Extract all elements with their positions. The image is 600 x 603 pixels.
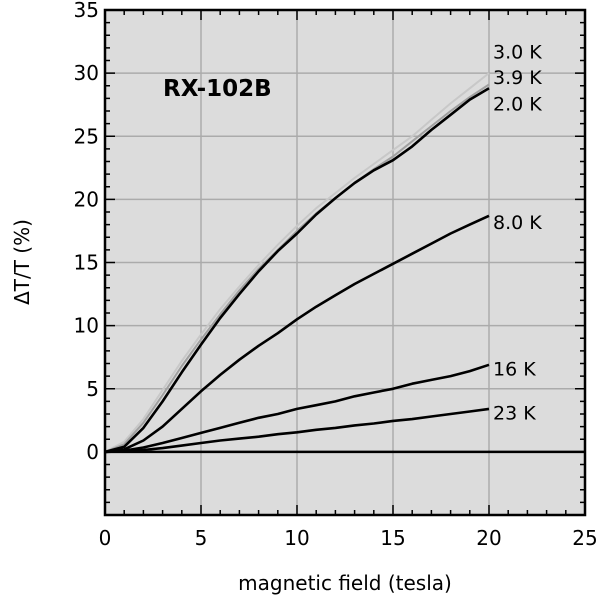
- x-tick-label: 20: [476, 526, 501, 550]
- ticks: [104, 9, 586, 516]
- series-labels: 3.0 K 3.9 K 2.0 K 8.0 K 16 K 23 K: [493, 42, 542, 425]
- x-tick-label: 15: [380, 526, 405, 550]
- y-tick-label: 25: [74, 124, 99, 148]
- y-axis-title: ΔT/T (%): [10, 219, 34, 305]
- series-line-3-0-K: [104, 72, 490, 453]
- y-tick-label: 0: [86, 440, 99, 464]
- series-line-16-K: [104, 363, 490, 454]
- chart-annotation: RX-102B: [163, 76, 272, 102]
- x-tick-labels: 0 5 10 15 20 25: [99, 526, 598, 550]
- y-tick-label: 5: [86, 377, 99, 401]
- series-line-3-9-K: [104, 83, 490, 453]
- y-tick-label: 10: [74, 314, 99, 338]
- y-tick-labels: 0 5 10 15 20 25 30 35: [74, 0, 99, 464]
- series-line-8-0-K: [104, 214, 490, 454]
- series-label: 2.0 K: [493, 93, 542, 115]
- x-axis-title: magnetic field (tesla): [238, 571, 452, 595]
- series-label: 8.0 K: [493, 212, 542, 234]
- series-group: [104, 72, 490, 454]
- series-line-23-K: [104, 407, 490, 454]
- series-label: 3.9 K: [493, 67, 542, 89]
- x-tick-label: 10: [284, 526, 309, 550]
- y-tick-label: 30: [74, 61, 99, 85]
- y-tick-label: 35: [74, 0, 99, 22]
- x-tick-label: 25: [572, 526, 597, 550]
- series-line-2-0-K: [104, 87, 490, 454]
- y-tick-label: 15: [74, 251, 99, 275]
- x-tick-label: 5: [195, 526, 208, 550]
- series-label: 16 K: [493, 359, 536, 381]
- series-label: 23 K: [493, 403, 536, 425]
- x-tick-label: 0: [99, 526, 112, 550]
- series-label: 3.0 K: [493, 42, 542, 64]
- y-tick-label: 20: [74, 187, 99, 211]
